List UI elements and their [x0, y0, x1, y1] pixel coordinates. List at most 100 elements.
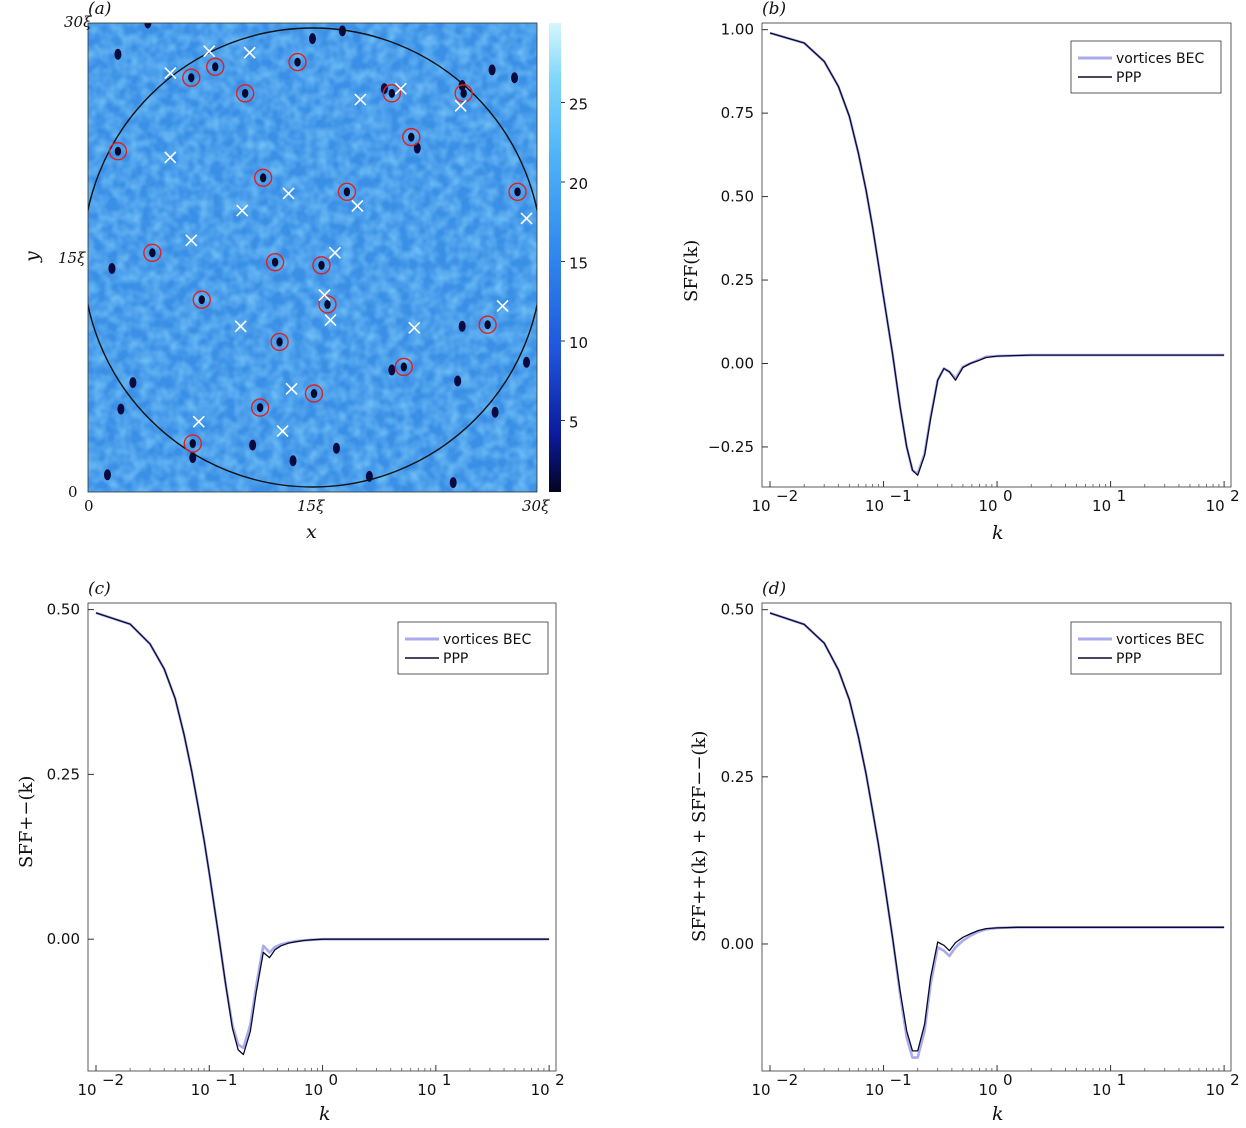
y-tick-label: 0.25	[47, 765, 80, 783]
x-tick-label: 10	[77, 1081, 96, 1099]
x-tick-exponent: 0	[1003, 1071, 1013, 1089]
axis-ticks-b: 10 −2 10 −1 10 0 10 1 10 2 1.00 0.75 0.50 0.25 0.00 −0.…	[708, 21, 1240, 515]
density-minimum	[144, 23, 152, 29]
vortex-core	[276, 337, 283, 347]
vortex-core	[256, 403, 264, 413]
vortex-core	[388, 88, 396, 98]
positive-vortices	[108, 52, 527, 453]
positive-vortex-marker	[288, 52, 307, 72]
x-tick-exponent: 1	[1117, 1071, 1127, 1089]
legend-d: vortices BEC PPP	[1070, 621, 1222, 675]
density-minimum	[491, 406, 499, 418]
heatmap-frame	[87, 22, 538, 493]
plot-frame-b	[761, 22, 1232, 488]
series-line-ppp	[769, 612, 1225, 1052]
negative-vortex-marker	[164, 66, 177, 80]
density-minimum	[332, 442, 340, 454]
vortex-core	[241, 88, 249, 98]
series-line-ppp	[769, 32, 1225, 476]
y-tick-15: 15ξ	[58, 249, 86, 267]
colorbar-tick-label: 5	[569, 413, 579, 431]
y-tick-30: 30ξ	[64, 13, 92, 31]
x-tick-exponent: 2	[555, 1071, 565, 1089]
density-texture	[88, 23, 537, 492]
vortex-core	[460, 88, 467, 98]
vortex-core	[198, 295, 205, 305]
x-tick-exponent: 0	[329, 1071, 339, 1089]
negative-vortex-marker	[203, 45, 216, 58]
vortex-core	[408, 132, 415, 142]
vortex-core	[271, 257, 279, 267]
y-tick-label: 0.00	[47, 930, 80, 948]
x-tick-label: 10	[191, 1081, 210, 1099]
x-tick-exponent: −1	[890, 487, 912, 505]
y-tick-label: 0.50	[721, 601, 754, 619]
vortex-core	[259, 173, 267, 183]
vortex-core	[149, 248, 156, 258]
plot-frame-d	[761, 602, 1232, 1072]
positive-vortex-marker	[182, 68, 201, 87]
density-minimum	[117, 403, 125, 415]
positive-vortex-marker	[394, 357, 413, 377]
x-tick-exponent: −2	[776, 1071, 798, 1089]
density-minimum	[488, 64, 496, 76]
vortex-core	[484, 320, 491, 330]
x-tick-label: 10	[865, 497, 884, 515]
vortex-core	[189, 439, 196, 449]
x-tick-label: 10	[865, 1081, 884, 1099]
positive-vortex-marker	[250, 398, 270, 417]
negative-vortex-marker	[354, 93, 367, 106]
negative-vortex-marker	[324, 313, 337, 327]
vortex-core	[294, 57, 301, 67]
negative-vortex-marker	[454, 99, 467, 112]
colorbar-tick-label: 25	[569, 95, 588, 113]
negative-vortex-marker	[276, 424, 289, 438]
axis-ticks-c: 10 −2 10 −1 10 0 10 1 10 2 0.50 0.25 0.00	[47, 601, 565, 1099]
density-minimum	[289, 455, 297, 467]
density-minimum	[249, 439, 257, 451]
positive-vortex-marker	[312, 256, 331, 275]
legend-label-ppp: PPP	[1116, 70, 1141, 86]
positive-vortex-marker	[253, 168, 273, 187]
negative-vortex-marker	[520, 212, 533, 225]
density-minimum	[388, 364, 396, 376]
density-minimum	[413, 142, 421, 154]
negative-vortex-marker	[243, 46, 256, 59]
legend-box	[1070, 621, 1222, 675]
positive-vortex-marker	[508, 182, 527, 202]
x-tick-label: 10	[751, 1081, 770, 1099]
y-tick-label: 1.00	[721, 21, 754, 39]
negative-vortex-marker	[318, 288, 331, 302]
vortex-core	[318, 260, 325, 270]
panel-c: (c) 10 −2 10 −1 10 0 10 1 10 2 0.50 0.25 0.00 vortic…	[16, 579, 565, 1125]
x-tick-15: 15ξ	[297, 497, 325, 515]
legend-label-vortices: vortices BEC	[443, 632, 531, 648]
negative-vortex-marker	[185, 234, 198, 247]
series-line-ppp	[95, 612, 550, 1056]
x-tick-label: 10	[1092, 1081, 1111, 1099]
y-tick-label: 0.75	[721, 104, 754, 122]
x-tick-30: 30ξ	[522, 497, 550, 515]
positive-vortex-marker	[270, 332, 289, 352]
x-tick-exponent: 1	[1117, 487, 1127, 505]
positive-vortex-marker	[108, 141, 128, 161]
positive-vortex-marker	[382, 84, 402, 103]
legend-label-ppp: PPP	[443, 651, 468, 667]
positive-vortex-marker	[402, 127, 421, 147]
x-tick-label: 10	[1092, 497, 1111, 515]
x-tick-label: 10	[1206, 1081, 1225, 1099]
panel-a-label: (a)	[88, 0, 111, 19]
x-tick-exponent: 2	[1230, 1071, 1240, 1089]
y-tick-label: 0.00	[721, 354, 754, 372]
negative-vortex-marker	[328, 246, 342, 259]
positive-vortex-marker	[192, 290, 211, 309]
density-minimum	[449, 477, 457, 489]
vortex-core	[400, 362, 407, 372]
x-tick-exponent: −2	[102, 1071, 124, 1089]
y-tick-label: 0.50	[721, 188, 754, 206]
y-tick-label: 0.25	[721, 271, 754, 289]
series-b	[769, 31, 1225, 476]
negative-vortex-marker	[496, 299, 509, 313]
colorbar-ticks: 5 10 15 20 25	[561, 95, 588, 431]
panel-b: (b) 10 −2 10 −1 10 0 10 1 10 2 1.00 0.75 0.50 0.25 0.0…	[681, 0, 1240, 544]
